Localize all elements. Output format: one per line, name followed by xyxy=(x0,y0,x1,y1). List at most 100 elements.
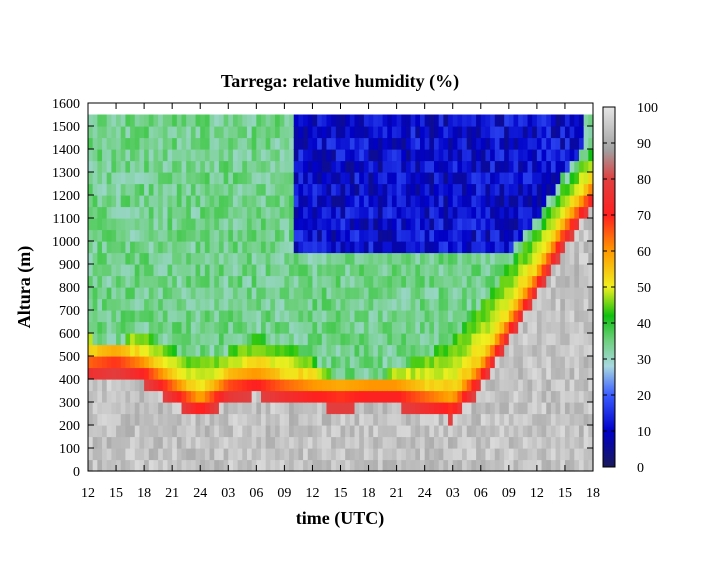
heatmap-cell xyxy=(181,448,187,461)
heatmap-cell xyxy=(293,160,300,173)
heatmap-cell xyxy=(480,310,487,323)
heatmap-cell xyxy=(209,229,215,242)
heatmap-cell xyxy=(476,333,482,346)
heatmap-cell xyxy=(485,367,491,380)
heatmap-cell xyxy=(405,172,412,185)
heatmap-cell xyxy=(190,310,197,323)
heatmap-cell xyxy=(583,402,589,415)
heatmap-cell xyxy=(448,333,454,346)
heatmap-cell xyxy=(284,379,290,392)
heatmap-cell xyxy=(102,459,108,472)
heatmap-cell xyxy=(471,413,477,426)
heatmap-cell xyxy=(522,183,529,196)
heatmap-cell xyxy=(106,459,112,472)
heatmap-cell xyxy=(532,367,538,380)
heatmap-cell xyxy=(158,229,164,242)
heatmap-cell xyxy=(424,137,430,150)
heatmap-cell xyxy=(195,206,201,219)
heatmap-cell xyxy=(335,114,342,127)
heatmap-cell xyxy=(583,229,589,242)
heatmap-cell xyxy=(438,356,444,369)
heatmap-cell xyxy=(153,298,159,311)
heatmap-cell xyxy=(139,413,145,426)
heatmap-cell xyxy=(490,264,496,277)
heatmap-cell xyxy=(303,241,309,254)
heatmap-cell xyxy=(181,344,187,357)
heatmap-cell xyxy=(153,252,159,265)
heatmap-cell xyxy=(335,195,342,208)
heatmap-cell xyxy=(518,137,524,150)
heatmap-cell xyxy=(401,413,407,426)
heatmap-cell xyxy=(190,149,197,162)
heatmap-cell xyxy=(569,333,575,346)
heatmap-cell xyxy=(153,172,159,185)
heatmap-cell xyxy=(536,448,543,461)
heatmap-cell xyxy=(448,160,454,173)
heatmap-cell xyxy=(588,413,594,426)
heatmap-cell xyxy=(293,390,300,403)
heatmap-cell xyxy=(303,459,309,472)
heatmap-cell xyxy=(279,218,285,231)
heatmap-cell xyxy=(293,195,300,208)
heatmap-cell xyxy=(508,218,515,231)
heatmap-cell xyxy=(345,137,351,150)
heatmap-cell xyxy=(242,459,248,472)
heatmap-cell xyxy=(438,367,444,380)
heatmap-cell xyxy=(106,252,112,265)
heatmap-cell xyxy=(574,287,580,300)
heatmap-cell xyxy=(387,137,393,150)
heatmap-cell xyxy=(373,356,379,369)
colorbar-tick-label: 10 xyxy=(637,425,651,440)
heatmap-cell xyxy=(518,459,524,472)
heatmap-cell xyxy=(340,436,346,449)
heatmap-cell xyxy=(588,402,594,415)
heatmap-cell xyxy=(452,275,458,288)
heatmap-cell xyxy=(494,287,501,300)
heatmap-cell xyxy=(186,206,192,219)
heatmap-cell xyxy=(522,367,529,380)
heatmap-cell xyxy=(457,344,463,357)
heatmap-cell xyxy=(153,356,159,369)
heatmap-cell xyxy=(120,402,127,415)
heatmap-cell xyxy=(335,390,342,403)
heatmap-cell xyxy=(116,287,122,300)
heatmap-cell xyxy=(396,436,402,449)
heatmap-cell xyxy=(527,137,533,150)
heatmap-cell xyxy=(522,126,529,139)
heatmap-cell xyxy=(200,160,206,173)
heatmap-cell xyxy=(246,390,253,403)
heatmap-cell xyxy=(279,264,285,277)
heatmap-cell xyxy=(448,229,454,242)
heatmap-cell xyxy=(232,310,239,323)
heatmap-cell xyxy=(499,459,505,472)
heatmap-cell xyxy=(382,425,388,438)
heatmap-cell xyxy=(331,206,337,219)
heatmap-cell xyxy=(527,218,533,231)
heatmap-cell xyxy=(415,344,421,357)
heatmap-cell xyxy=(401,252,407,265)
heatmap-cell xyxy=(88,275,94,288)
heatmap-cell xyxy=(583,126,589,139)
heatmap-cell xyxy=(106,229,112,242)
heatmap-cell xyxy=(494,390,501,403)
heatmap-cell xyxy=(237,344,243,357)
heatmap-cell xyxy=(176,264,183,277)
heatmap-cell xyxy=(218,321,225,334)
heatmap-cell xyxy=(504,367,510,380)
heatmap-cell xyxy=(471,459,477,472)
heatmap-cell xyxy=(331,356,337,369)
heatmap-cell xyxy=(312,172,318,185)
heatmap-cell xyxy=(162,287,169,300)
heatmap-cell xyxy=(438,206,444,219)
heatmap-cell xyxy=(368,298,374,311)
heatmap-cell xyxy=(293,229,300,242)
heatmap-cell xyxy=(560,298,566,311)
heatmap-cell xyxy=(345,114,351,127)
heatmap-cell xyxy=(560,126,566,139)
heatmap-cell xyxy=(359,241,365,254)
heatmap-cell xyxy=(237,172,243,185)
heatmap-cell xyxy=(246,241,253,254)
heatmap-cell xyxy=(190,333,197,346)
heatmap-cell xyxy=(88,298,94,311)
heatmap-cell xyxy=(550,321,557,334)
